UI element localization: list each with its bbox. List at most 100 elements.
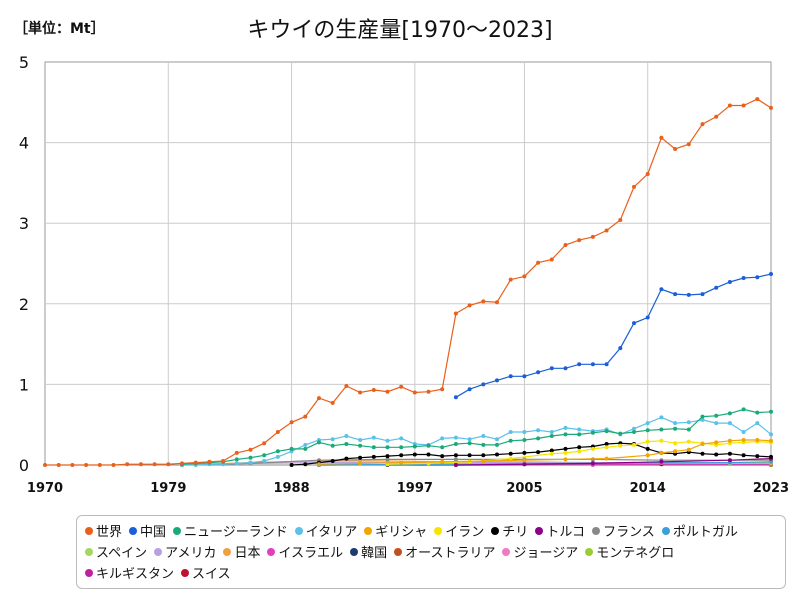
data-point <box>467 303 472 308</box>
data-point <box>769 409 773 414</box>
data-point <box>645 439 650 444</box>
data-point <box>371 445 376 450</box>
data-point <box>303 446 308 451</box>
data-point <box>56 463 61 467</box>
data-point <box>549 257 554 262</box>
legend-label: 日本 <box>234 546 261 561</box>
data-point <box>755 97 760 102</box>
x-tick-label: 2014 <box>630 481 666 496</box>
data-point <box>522 430 527 434</box>
data-point <box>207 459 212 464</box>
data-point <box>453 463 458 467</box>
legend-marker <box>267 547 276 556</box>
data-point <box>686 292 691 297</box>
data-point <box>714 421 719 426</box>
legend-marker <box>173 526 182 535</box>
data-point <box>659 450 664 455</box>
data-point <box>330 437 335 442</box>
data-point <box>385 454 390 459</box>
data-point <box>262 441 267 446</box>
legend-marker <box>661 526 670 535</box>
data-point <box>632 442 636 447</box>
data-point <box>289 420 294 425</box>
data-point <box>248 455 253 460</box>
data-point <box>522 450 527 455</box>
data-point <box>769 454 773 459</box>
data-point <box>317 396 321 401</box>
data-point <box>453 457 458 462</box>
data-point <box>385 457 390 462</box>
data-point <box>180 461 184 466</box>
data-point <box>385 438 390 443</box>
legend-marker <box>294 526 303 535</box>
data-point <box>604 445 609 450</box>
data-point <box>248 447 253 452</box>
legend-item: イスラエル <box>267 541 343 562</box>
data-point <box>522 458 527 463</box>
data-point <box>440 445 445 450</box>
data-point <box>686 427 691 432</box>
data-point <box>358 390 363 395</box>
data-point <box>700 417 705 422</box>
x-tick-label: 2005 <box>506 481 542 496</box>
data-point <box>508 456 513 461</box>
legend-label: 韓国 <box>361 546 388 561</box>
legend-row: 世界 中国 ニュージーランド イタリア ギリシャ イラン チリ トルコ フランス ポルトガル スペイ… <box>85 520 777 583</box>
legend-marker <box>592 526 601 535</box>
data-point <box>645 421 650 426</box>
legend-marker <box>154 547 163 556</box>
data-point <box>618 431 623 436</box>
data-point <box>577 432 582 437</box>
data-point <box>508 374 513 379</box>
data-point <box>686 447 691 452</box>
data-point <box>673 421 678 426</box>
data-point <box>563 425 568 430</box>
data-point <box>604 228 609 233</box>
data-point <box>741 438 746 442</box>
data-point <box>632 430 636 434</box>
data-point <box>289 446 294 451</box>
legend-label: スイス <box>192 567 231 582</box>
legend-label: イラン <box>445 525 485 540</box>
data-point <box>577 445 582 450</box>
legend-item: 日本 <box>223 541 260 562</box>
data-point <box>755 454 760 459</box>
data-point <box>536 370 541 375</box>
data-point <box>714 440 719 445</box>
x-tick-label: 1979 <box>150 481 186 496</box>
data-point <box>604 456 609 461</box>
data-point <box>508 277 513 282</box>
data-point <box>673 441 678 446</box>
data-point <box>727 458 732 463</box>
data-point <box>522 438 527 442</box>
data-point <box>399 445 404 450</box>
data-point <box>344 442 349 446</box>
legend-label: 世界 <box>96 525 123 540</box>
data-point <box>659 415 664 420</box>
data-point <box>590 446 595 451</box>
data-point <box>755 410 760 415</box>
data-point <box>604 362 609 367</box>
data-point <box>741 453 746 458</box>
data-point <box>453 453 458 458</box>
y-tick-label: 2 <box>19 295 29 314</box>
data-point <box>604 429 609 434</box>
data-point <box>371 454 376 459</box>
data-point <box>152 462 157 467</box>
data-point <box>714 285 719 290</box>
data-point <box>563 366 568 371</box>
data-point <box>275 449 280 454</box>
data-point <box>741 430 746 434</box>
data-point <box>111 463 116 467</box>
data-point <box>673 449 678 454</box>
series-line <box>181 408 772 465</box>
data-point <box>275 454 280 459</box>
data-point <box>673 292 678 297</box>
data-point <box>563 432 568 437</box>
legend-label: ギリシャ <box>375 525 428 540</box>
data-point <box>467 441 472 446</box>
data-point <box>84 463 89 467</box>
data-point <box>385 445 390 450</box>
legend-label: ポルトガル <box>672 525 738 540</box>
